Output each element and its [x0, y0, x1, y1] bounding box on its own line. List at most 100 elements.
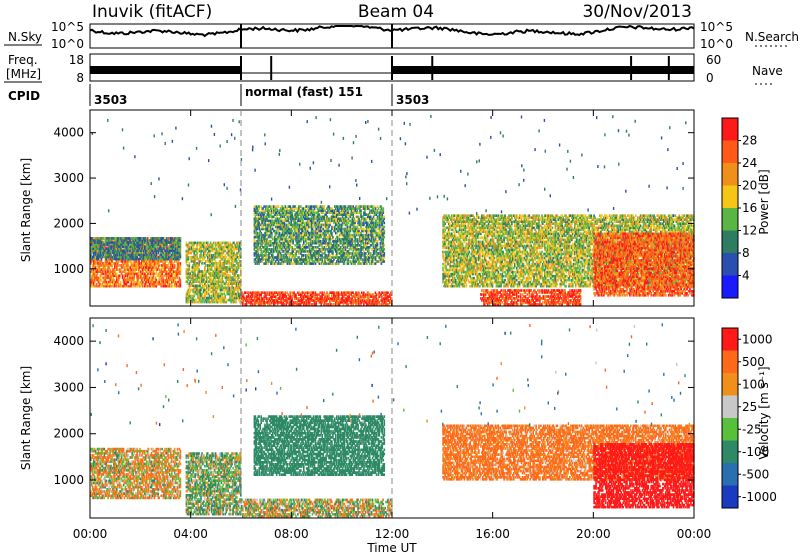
nsky-label: N.Sky	[8, 30, 42, 44]
data-cell	[142, 245, 144, 248]
data-cell	[331, 303, 333, 306]
data-cell	[109, 268, 111, 271]
nave-tick-top: 60	[706, 53, 721, 67]
data-cell	[387, 291, 389, 294]
data-cell	[98, 277, 100, 280]
data-cell	[289, 291, 291, 294]
cpid-row: 3503 normal (fast) 151 3503	[90, 84, 429, 107]
data-cell	[283, 250, 285, 253]
data-cell	[200, 287, 202, 290]
data-cell	[263, 205, 265, 208]
beam-title: Beam 04	[358, 2, 434, 22]
data-cell	[222, 293, 224, 296]
data-cell	[194, 242, 196, 245]
data-cell	[381, 291, 383, 294]
data-cell	[333, 303, 335, 306]
data-cell	[295, 207, 297, 210]
data-cell	[303, 254, 305, 257]
data-cell	[202, 295, 204, 298]
data-cell	[189, 246, 191, 249]
data-cell	[190, 295, 192, 298]
data-cell	[273, 205, 275, 208]
data-cell	[271, 232, 273, 235]
data-cell	[319, 291, 321, 294]
data-cell	[101, 241, 103, 244]
data-cell	[91, 237, 93, 240]
data-cell	[261, 291, 263, 294]
nsky-tick-bottom: 10^0	[51, 37, 84, 51]
data-cell	[156, 258, 158, 261]
cpid-segment-label: 3503	[396, 93, 429, 107]
data-cell	[207, 242, 209, 245]
data-cell	[326, 303, 328, 306]
data-cell	[91, 252, 93, 255]
data-cell	[305, 238, 307, 241]
data-cell	[180, 247, 182, 250]
data-cell	[120, 281, 122, 284]
data-cell	[266, 297, 268, 300]
data-cell	[326, 291, 328, 294]
data-cell	[144, 245, 146, 248]
data-cell	[154, 273, 156, 276]
data-cell	[339, 293, 341, 296]
nave-tick-bottom: 0	[706, 71, 714, 85]
rti-plot-window: { "header": { "station": "Inuvik (fitACF…	[0, 0, 800, 554]
nsearch-tick-bottom: 10^0	[700, 37, 733, 51]
data-cell	[285, 291, 287, 294]
data-cell	[299, 244, 301, 247]
data-cell	[378, 301, 380, 304]
freq-label: Freq.	[8, 53, 38, 67]
station-title: Inuvik (fitACF)	[92, 2, 212, 22]
data-cell	[202, 262, 204, 265]
data-cell	[281, 254, 283, 257]
data-cell	[248, 291, 250, 294]
cpid-segment-label: 3503	[94, 93, 127, 107]
data-cell	[363, 291, 365, 294]
data-cell	[130, 250, 132, 253]
nave-label: Nave	[752, 64, 783, 78]
data-cell	[294, 244, 296, 247]
data-cell	[294, 301, 296, 304]
data-cell	[308, 291, 310, 294]
data-cell	[117, 268, 119, 271]
data-cell	[257, 232, 259, 235]
data-cell	[180, 252, 182, 255]
nsearch-tick-top: 10^5	[700, 20, 733, 34]
data-cell	[118, 260, 120, 263]
data-cell	[284, 303, 286, 306]
data-cell	[313, 291, 315, 294]
data-cell	[188, 256, 190, 259]
data-cell	[348, 303, 350, 306]
data-cell	[114, 237, 116, 240]
data-cell	[226, 256, 228, 259]
data-cell	[141, 254, 143, 257]
data-cell	[291, 262, 293, 265]
data-cell	[174, 264, 176, 267]
data-cell	[222, 242, 224, 245]
data-cell	[172, 285, 174, 288]
data-cell	[148, 239, 150, 242]
data-cell	[245, 291, 247, 294]
data-cell	[191, 289, 193, 292]
freq-tick-top: 18	[69, 53, 84, 67]
data-cell	[175, 247, 177, 250]
data-cell	[295, 293, 297, 296]
freq-band	[90, 56, 694, 80]
data-cell	[122, 275, 124, 278]
cpid-label: CPID	[8, 89, 40, 103]
freq-band-segment	[90, 66, 241, 74]
data-cell	[225, 295, 227, 298]
rti-figure: Inuvik (fitACF) Beam 04 30/Nov/2013 N.Sk…	[0, 0, 800, 554]
data-cell	[275, 295, 277, 298]
data-cell	[205, 264, 207, 267]
data-cell	[167, 237, 169, 240]
nsearch-label: N.Search	[745, 30, 799, 44]
data-cell	[180, 262, 182, 265]
data-cell	[279, 232, 281, 235]
data-cell	[365, 293, 367, 296]
data-cell	[258, 205, 260, 208]
freq-unit: [MHz]	[6, 67, 41, 81]
cpid-segment-label: normal (fast) 151	[245, 85, 363, 99]
data-cell	[234, 264, 236, 267]
